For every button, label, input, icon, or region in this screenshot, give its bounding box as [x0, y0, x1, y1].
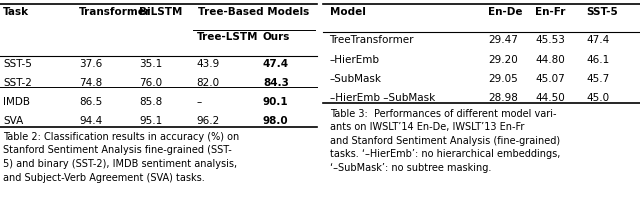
- Text: Tree-LSTM: Tree-LSTM: [196, 32, 258, 42]
- Text: 76.0: 76.0: [140, 78, 163, 88]
- Text: 85.8: 85.8: [140, 97, 163, 107]
- Text: 44.50: 44.50: [536, 93, 565, 103]
- Text: En-De: En-De: [488, 7, 522, 17]
- Text: 45.07: 45.07: [536, 74, 565, 84]
- Text: SST-5: SST-5: [586, 7, 618, 17]
- Text: SST-2: SST-2: [3, 78, 32, 88]
- Text: 86.5: 86.5: [79, 97, 102, 107]
- Text: Table 3:  Performances of different model vari-
ants on IWSLT’14 En-De, IWSLT’13: Table 3: Performances of different model…: [330, 108, 560, 173]
- Text: SVA: SVA: [3, 116, 24, 126]
- Text: BiLSTM: BiLSTM: [140, 7, 183, 17]
- Text: Table 2: Classification results in accuracy (%) on
Stanford Sentiment Analysis f: Table 2: Classification results in accur…: [3, 132, 239, 183]
- Text: 46.1: 46.1: [586, 55, 609, 65]
- Text: –HierEmb –SubMask: –HierEmb –SubMask: [330, 93, 435, 103]
- Text: –HierEmb: –HierEmb: [330, 55, 380, 65]
- Text: 45.53: 45.53: [536, 35, 565, 45]
- Text: 35.1: 35.1: [140, 59, 163, 69]
- Text: 43.9: 43.9: [196, 59, 220, 69]
- Text: –SubMask: –SubMask: [330, 74, 381, 84]
- Text: 28.98: 28.98: [488, 93, 518, 103]
- Text: Task: Task: [3, 7, 29, 17]
- Text: 29.47: 29.47: [488, 35, 518, 45]
- Text: 29.20: 29.20: [488, 55, 518, 65]
- Text: SST-5: SST-5: [3, 59, 32, 69]
- Text: 74.8: 74.8: [79, 78, 102, 88]
- Text: 95.1: 95.1: [140, 116, 163, 126]
- Text: –: –: [196, 97, 202, 107]
- Text: 47.4: 47.4: [586, 35, 609, 45]
- Text: 98.0: 98.0: [263, 116, 289, 126]
- Text: 90.1: 90.1: [263, 97, 289, 107]
- Text: 45.0: 45.0: [586, 93, 609, 103]
- Text: TreeTransformer: TreeTransformer: [330, 35, 414, 45]
- Text: En-Fr: En-Fr: [536, 7, 566, 17]
- Text: 96.2: 96.2: [196, 116, 220, 126]
- Text: 44.80: 44.80: [536, 55, 565, 65]
- Text: 82.0: 82.0: [196, 78, 220, 88]
- Text: 84.3: 84.3: [263, 78, 289, 88]
- Text: 37.6: 37.6: [79, 59, 102, 69]
- Text: 29.05: 29.05: [488, 74, 518, 84]
- Text: Transformer: Transformer: [79, 7, 151, 17]
- Text: Ours: Ours: [263, 32, 291, 42]
- Text: IMDB: IMDB: [3, 97, 30, 107]
- Text: 94.4: 94.4: [79, 116, 102, 126]
- Text: 45.7: 45.7: [586, 74, 609, 84]
- Text: Model: Model: [330, 7, 365, 17]
- Text: Tree-Based Models: Tree-Based Models: [198, 7, 309, 17]
- Text: 47.4: 47.4: [263, 59, 289, 69]
